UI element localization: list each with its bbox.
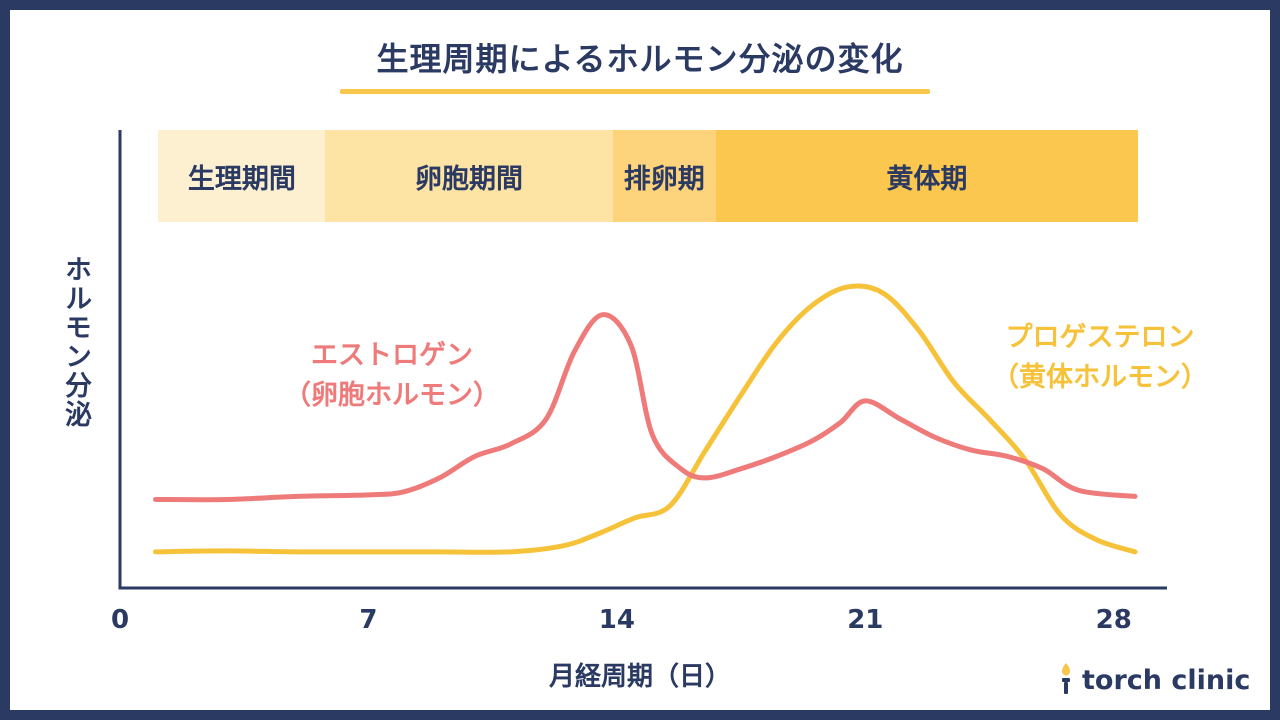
estrogen-subname: （卵胞ホルモン） [284,380,500,411]
phase-luteal: 黄体期 [715,130,1139,222]
x-tick-label: 21 [847,605,883,635]
brand-logo: torch clinic [1058,662,1250,696]
x-tick-label: 7 [359,605,377,635]
progesterone-name: プロゲステロン [1005,322,1195,353]
x-axis-label: 月経周期（日） [548,662,731,692]
estrogen-legend: エストロゲン （卵胞ホルモン） [262,336,522,416]
estrogen-name: エストロゲン [311,340,473,371]
phase-follicular: 卵胞期間 [325,130,613,222]
phase-menstrual: 生理期間 [158,130,326,222]
phase-ovulation: 排卵期 [612,130,716,222]
estrogen-line [152,312,1138,503]
x-tick-label: 28 [1096,605,1132,635]
torch-icon [1062,663,1070,694]
x-tick-label: 0 [111,605,129,635]
progesterone-legend: プロゲステロン （黄体ホルモン） [980,318,1220,398]
chart-frame [10,10,1270,710]
progesterone-line [152,283,1138,555]
x-tick-label: 14 [599,605,635,635]
logo-text: torch clinic [1082,665,1251,696]
y-axis-label: ホルモン分泌 [60,255,91,429]
chart-title: 生理周期によるホルモン分泌の変化 [376,40,904,78]
progesterone-subname: （黄体ホルモン） [992,362,1208,393]
title-underline [340,89,930,94]
